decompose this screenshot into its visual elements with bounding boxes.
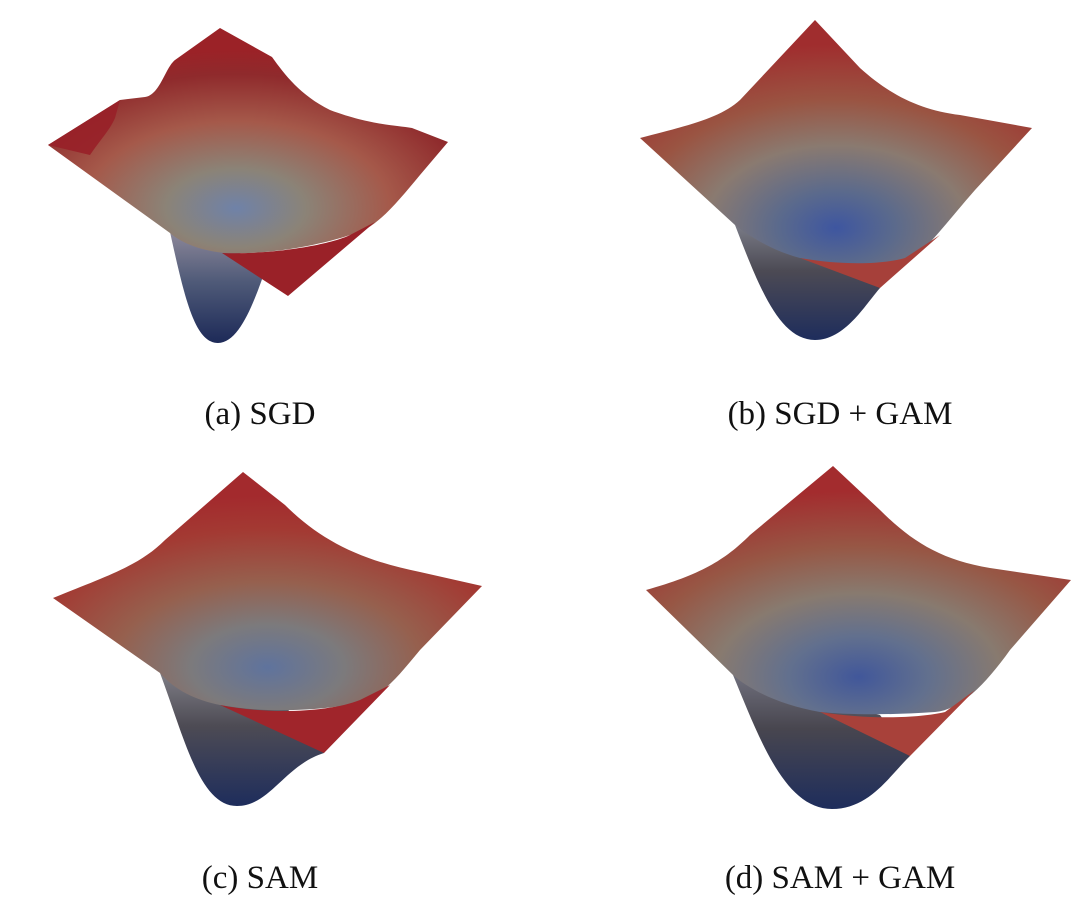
loss-surface-sam <box>53 472 482 806</box>
caption-b: (b) SGD + GAM <box>727 396 953 432</box>
panel-b-sgd-gam: (b) SGD + GAM <box>640 20 1032 432</box>
loss-surface-sgd-gam <box>640 20 1032 340</box>
panel-c-sam: (c) SAM <box>53 472 482 896</box>
loss-surface-sgd <box>48 28 448 343</box>
caption-c: (c) SAM <box>201 860 319 896</box>
panel-a-sgd: (a) SGD <box>0 0 540 460</box>
caption-d: (d) SAM + GAM <box>724 860 956 896</box>
caption-a: (a) SGD <box>204 396 316 432</box>
